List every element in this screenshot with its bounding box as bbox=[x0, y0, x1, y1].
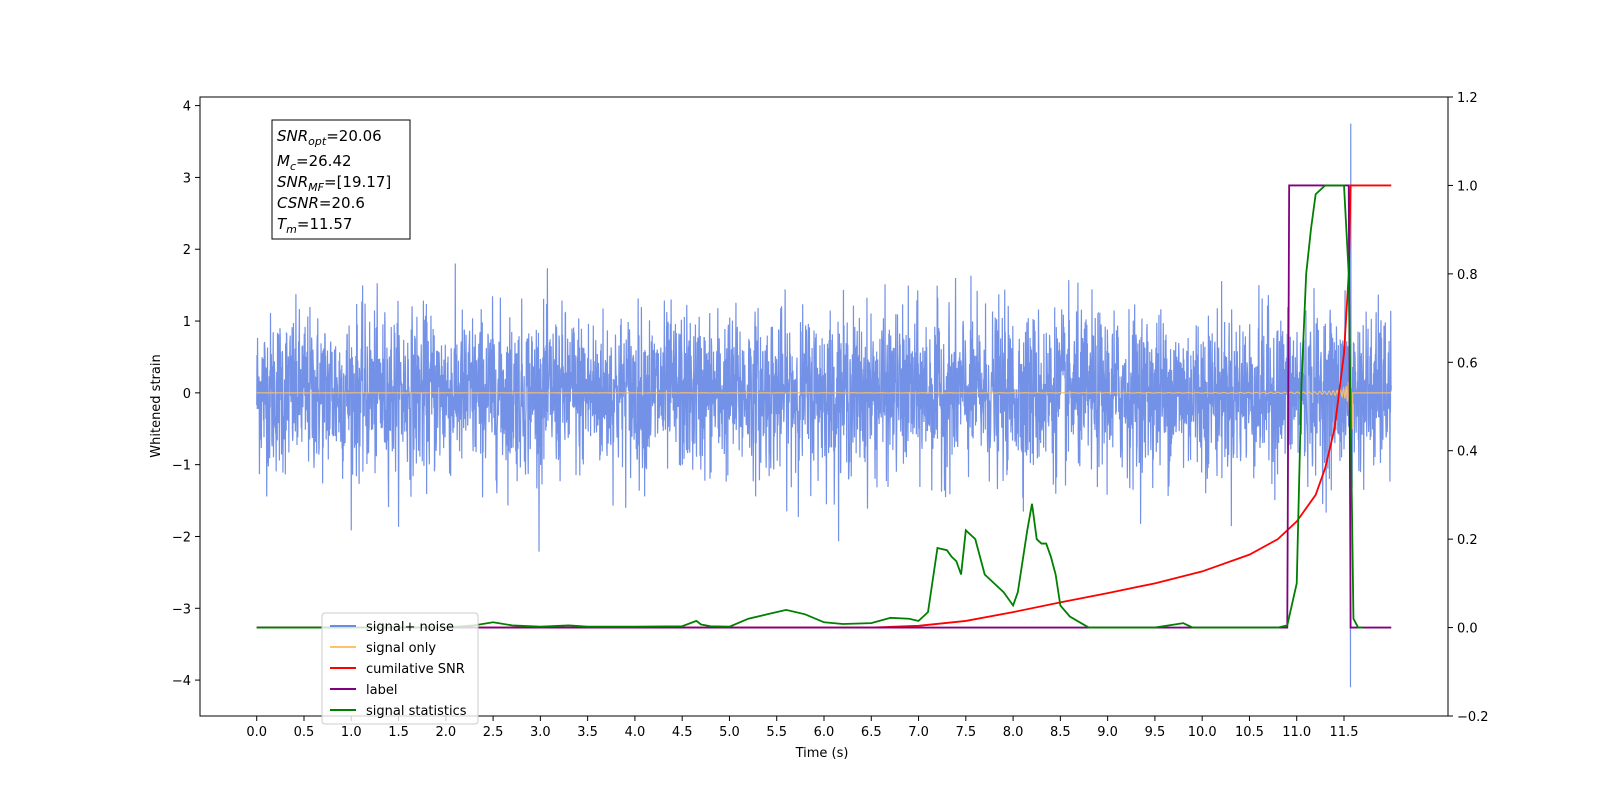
y-tick-label-left: −1 bbox=[172, 459, 191, 474]
x-tick-label: 0.0 bbox=[246, 725, 267, 740]
y-tick-label-left: 3 bbox=[183, 171, 191, 186]
y-tick-label-left: 1 bbox=[183, 315, 191, 330]
series-line-0 bbox=[256, 123, 1392, 688]
x-tick-label: 0.5 bbox=[294, 725, 315, 740]
info-line: SNRMF=[19.17] bbox=[277, 173, 391, 194]
legend: signal+ noise signal only cumilative SNR la… bbox=[321, 612, 479, 725]
x-tick-label: 4.0 bbox=[625, 725, 646, 740]
x-tick-label: 10.0 bbox=[1188, 725, 1217, 740]
y-tick-label-left: 2 bbox=[183, 243, 191, 258]
y-tick-label-right: 1.0 bbox=[1457, 179, 1478, 194]
x-tick-label: 3.5 bbox=[577, 725, 598, 740]
y-tick-label-right: 1.2 bbox=[1457, 91, 1478, 106]
x-tick-label: 2.0 bbox=[435, 725, 456, 740]
x-tick-label: 9.0 bbox=[1097, 725, 1118, 740]
legend-items: signal+ noise signal only cumilative SNR la… bbox=[330, 620, 467, 719]
x-tick-label: 6.0 bbox=[814, 725, 835, 740]
series-line-4 bbox=[256, 184, 1363, 629]
y-tick-label-right: 0.0 bbox=[1457, 622, 1478, 637]
y-tick-label-right: 0.2 bbox=[1457, 533, 1478, 548]
legend-label: cumilative SNR bbox=[366, 662, 465, 677]
legend-label: signal+ noise bbox=[366, 620, 454, 635]
legend-frame bbox=[321, 612, 479, 725]
x-axis-label: Time (s) bbox=[795, 746, 849, 761]
y-axis-label: Whitened strain bbox=[149, 354, 164, 457]
x-tick-label: 2.5 bbox=[483, 725, 504, 740]
info-box: SNRopt=20.06 Mc=26.42SNRMF=[19.17]CSNR=20… bbox=[271, 119, 411, 240]
info-line: SNRopt=20.06 bbox=[277, 127, 382, 148]
y-tick-label-right: 0.4 bbox=[1457, 445, 1478, 460]
plot-area bbox=[256, 123, 1392, 688]
legend-label: signal statistics bbox=[366, 704, 467, 719]
y-tick-label-left: 4 bbox=[183, 100, 191, 115]
x-tick-label: 7.5 bbox=[955, 725, 976, 740]
info-line: Mc=26.42 bbox=[277, 152, 352, 173]
legend-label: signal only bbox=[366, 641, 436, 656]
info-line: Tm=11.57 bbox=[277, 215, 352, 236]
y-tick-label-left: −3 bbox=[172, 602, 191, 617]
x-tick-label: 4.5 bbox=[672, 725, 693, 740]
y-tick-label-left: −2 bbox=[172, 530, 191, 545]
info-box-frame bbox=[271, 119, 411, 240]
x-tick-label: 10.5 bbox=[1235, 725, 1264, 740]
x-tick-label: 11.0 bbox=[1282, 725, 1311, 740]
x-tick-label: 6.5 bbox=[861, 725, 882, 740]
axis-ticks: 0.0 0.5 1.0 1.5 2.0 2.5 3.0 3.5 4.0 4.5 5.0 5.5 6.0 6… bbox=[172, 91, 1489, 740]
series-line-1 bbox=[256, 370, 1392, 430]
x-tick-label: 5.5 bbox=[766, 725, 787, 740]
x-tick-label: 8.5 bbox=[1050, 725, 1071, 740]
x-tick-label: 7.0 bbox=[908, 725, 929, 740]
y-tick-label-left: −4 bbox=[172, 674, 191, 689]
y-tick-label-right: 0.8 bbox=[1457, 268, 1478, 283]
x-tick-label: 9.5 bbox=[1145, 725, 1166, 740]
info-line: CSNR=20.6 bbox=[277, 194, 365, 212]
x-tick-label: 1.5 bbox=[388, 725, 409, 740]
x-tick-label: 1.0 bbox=[341, 725, 362, 740]
x-tick-label: 5.0 bbox=[719, 725, 740, 740]
y-tick-label-right: 0.6 bbox=[1457, 356, 1478, 371]
x-tick-label: 8.0 bbox=[1003, 725, 1024, 740]
legend-label: label bbox=[366, 683, 397, 698]
series-line-3 bbox=[256, 184, 1392, 629]
y-tick-label-left: 0 bbox=[183, 387, 191, 402]
x-tick-label: 3.0 bbox=[530, 725, 551, 740]
y-tick-label-right: −0.2 bbox=[1457, 710, 1489, 725]
info-box-lines: SNRopt=20.06 Mc=26.42SNRMF=[19.17]CSNR=20… bbox=[277, 127, 391, 236]
x-tick-label: 11.5 bbox=[1330, 725, 1359, 740]
series-line-2 bbox=[256, 184, 1392, 629]
